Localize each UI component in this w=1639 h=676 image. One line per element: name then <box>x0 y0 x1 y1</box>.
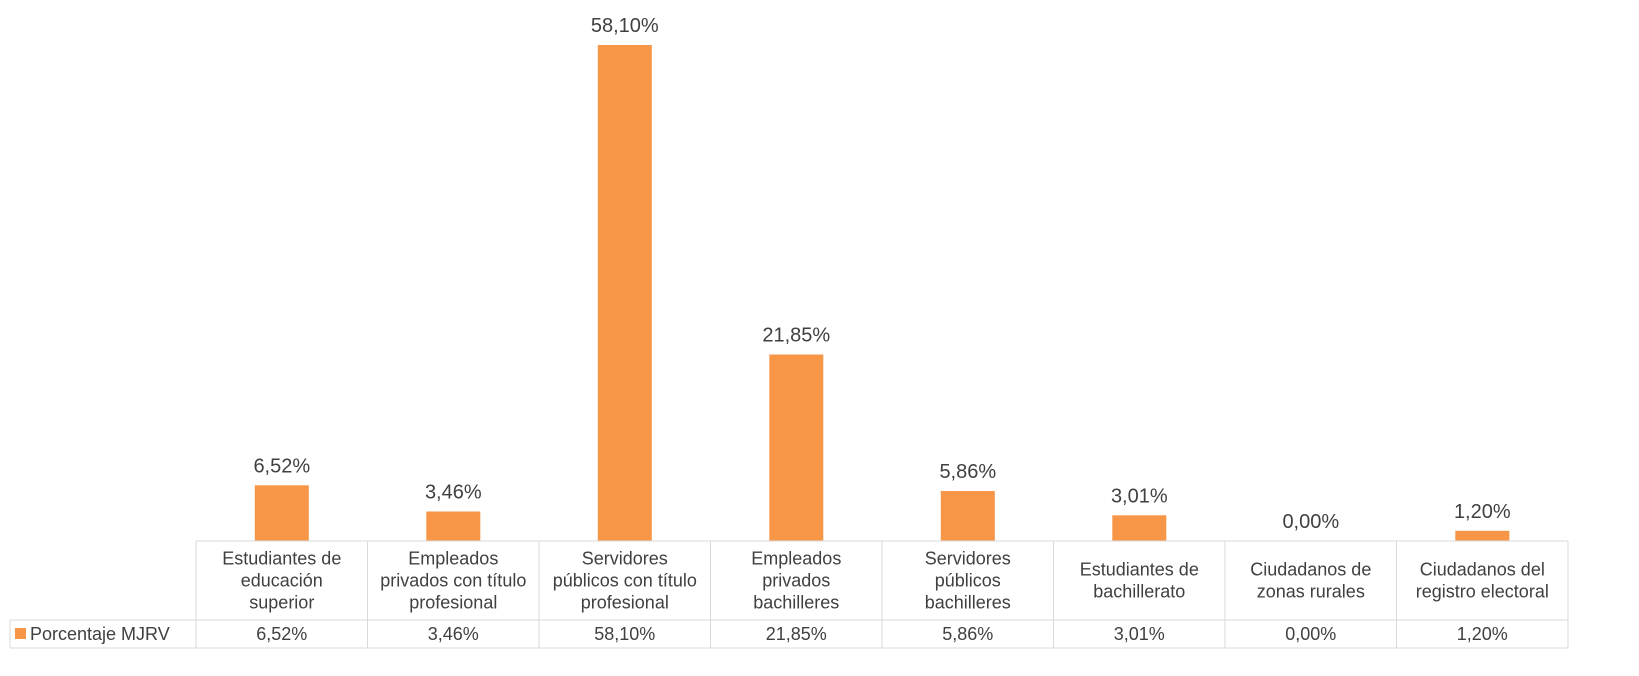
data-table-grid <box>9 540 1569 649</box>
table-value-cell: 6,52% <box>256 624 307 644</box>
bars-group <box>254 45 1510 541</box>
legend-swatch <box>15 628 26 639</box>
data-label: 6,52% <box>253 455 310 477</box>
data-label: 58,10% <box>591 15 659 37</box>
data-label: 21,85% <box>762 325 830 347</box>
legend-row-header: Porcentaje MJRV <box>15 624 170 644</box>
data-labels-group: 6,52% 3,46% 58,10% 21,85% 5,86% 3,01% 0,00% 1,2… <box>253 15 1510 533</box>
data-table: Estudiantes de educación superior Empleados… <box>9 540 1569 649</box>
data-label: 0,00% <box>1282 511 1339 533</box>
category-label: Servidores públicos bachilleres <box>925 549 1011 613</box>
category-label: Empleados privados bachilleres <box>751 549 841 613</box>
category-label: Servidores públicos con título profesional <box>553 549 697 613</box>
data-label: 3,01% <box>1111 485 1168 507</box>
bar <box>1112 515 1167 541</box>
table-value-cell: 3,01% <box>1114 624 1165 644</box>
table-value-cell: 1,20% <box>1457 624 1508 644</box>
table-values-group: 6,52% 3,46% 58,10% 21,85% 5,86% 3,01% 0,00% 1,2… <box>256 624 1508 644</box>
table-value-cell: 0,00% <box>1285 624 1336 644</box>
data-label: 5,86% <box>939 461 996 483</box>
category-label: Estudiantes de bachillerato <box>1080 560 1199 602</box>
bar <box>426 511 481 541</box>
table-value-cell: 58,10% <box>594 624 655 644</box>
legend-series-name: Porcentaje MJRV <box>30 624 170 644</box>
bar <box>597 45 652 541</box>
bar <box>1455 530 1510 541</box>
category-label: Estudiantes de educación superior <box>222 549 341 613</box>
category-label: Empleados privados con título profesional <box>380 549 526 613</box>
table-value-cell: 21,85% <box>766 624 827 644</box>
data-label: 3,46% <box>425 482 482 504</box>
category-label: Ciudadanos de zonas rurales <box>1250 560 1371 602</box>
bar <box>940 491 995 541</box>
category-label: Ciudadanos del registro electoral <box>1416 560 1549 602</box>
bar <box>254 485 309 541</box>
category-labels-group: Estudiantes de educación superior Empleados… <box>222 549 1549 613</box>
table-value-cell: 3,46% <box>428 624 479 644</box>
table-value-cell: 5,86% <box>942 624 993 644</box>
data-label: 1,20% <box>1454 501 1511 523</box>
bar <box>769 354 824 541</box>
